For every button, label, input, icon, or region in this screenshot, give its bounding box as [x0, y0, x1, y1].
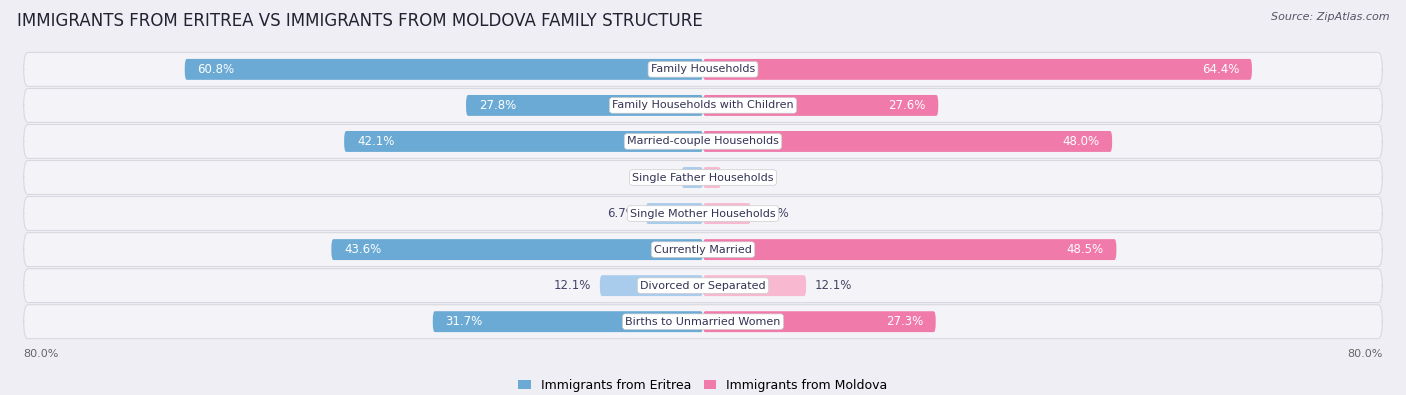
- FancyBboxPatch shape: [703, 203, 751, 224]
- FancyBboxPatch shape: [24, 160, 1382, 194]
- FancyBboxPatch shape: [24, 197, 1382, 231]
- Text: 27.3%: 27.3%: [886, 315, 922, 328]
- FancyBboxPatch shape: [600, 275, 703, 296]
- FancyBboxPatch shape: [465, 95, 703, 116]
- FancyBboxPatch shape: [24, 305, 1382, 339]
- Text: Source: ZipAtlas.com: Source: ZipAtlas.com: [1271, 12, 1389, 22]
- FancyBboxPatch shape: [433, 311, 703, 332]
- Text: 42.1%: 42.1%: [357, 135, 394, 148]
- FancyBboxPatch shape: [24, 269, 1382, 303]
- Text: Single Father Households: Single Father Households: [633, 173, 773, 182]
- FancyBboxPatch shape: [703, 167, 721, 188]
- Text: 64.4%: 64.4%: [1202, 63, 1239, 76]
- FancyBboxPatch shape: [645, 203, 703, 224]
- Text: IMMIGRANTS FROM ERITREA VS IMMIGRANTS FROM MOLDOVA FAMILY STRUCTURE: IMMIGRANTS FROM ERITREA VS IMMIGRANTS FR…: [17, 12, 703, 30]
- Text: 43.6%: 43.6%: [344, 243, 381, 256]
- FancyBboxPatch shape: [703, 95, 938, 116]
- Text: 27.6%: 27.6%: [889, 99, 925, 112]
- Text: Family Households: Family Households: [651, 64, 755, 74]
- FancyBboxPatch shape: [703, 275, 806, 296]
- Text: 5.6%: 5.6%: [759, 207, 789, 220]
- Text: Single Mother Households: Single Mother Households: [630, 209, 776, 218]
- FancyBboxPatch shape: [184, 59, 703, 80]
- FancyBboxPatch shape: [703, 59, 1251, 80]
- Text: 12.1%: 12.1%: [814, 279, 852, 292]
- FancyBboxPatch shape: [24, 53, 1382, 87]
- Text: 48.5%: 48.5%: [1067, 243, 1104, 256]
- Text: 31.7%: 31.7%: [446, 315, 482, 328]
- Text: Divorced or Separated: Divorced or Separated: [640, 280, 766, 291]
- FancyBboxPatch shape: [24, 88, 1382, 122]
- FancyBboxPatch shape: [703, 311, 936, 332]
- FancyBboxPatch shape: [344, 131, 703, 152]
- FancyBboxPatch shape: [682, 167, 703, 188]
- Legend: Immigrants from Eritrea, Immigrants from Moldova: Immigrants from Eritrea, Immigrants from…: [513, 374, 893, 395]
- FancyBboxPatch shape: [24, 233, 1382, 267]
- Text: 2.1%: 2.1%: [730, 171, 759, 184]
- Text: 27.8%: 27.8%: [479, 99, 516, 112]
- Text: Births to Unmarried Women: Births to Unmarried Women: [626, 317, 780, 327]
- FancyBboxPatch shape: [332, 239, 703, 260]
- Text: Currently Married: Currently Married: [654, 245, 752, 255]
- FancyBboxPatch shape: [703, 131, 1112, 152]
- Text: 60.8%: 60.8%: [197, 63, 235, 76]
- Text: 6.7%: 6.7%: [607, 207, 637, 220]
- Text: 12.1%: 12.1%: [554, 279, 592, 292]
- Text: Married-couple Households: Married-couple Households: [627, 136, 779, 147]
- Text: Family Households with Children: Family Households with Children: [612, 100, 794, 111]
- Text: 80.0%: 80.0%: [24, 349, 59, 359]
- FancyBboxPatch shape: [24, 124, 1382, 158]
- FancyBboxPatch shape: [703, 239, 1116, 260]
- Text: 80.0%: 80.0%: [1347, 349, 1382, 359]
- Text: 2.5%: 2.5%: [644, 171, 673, 184]
- Text: 48.0%: 48.0%: [1063, 135, 1099, 148]
